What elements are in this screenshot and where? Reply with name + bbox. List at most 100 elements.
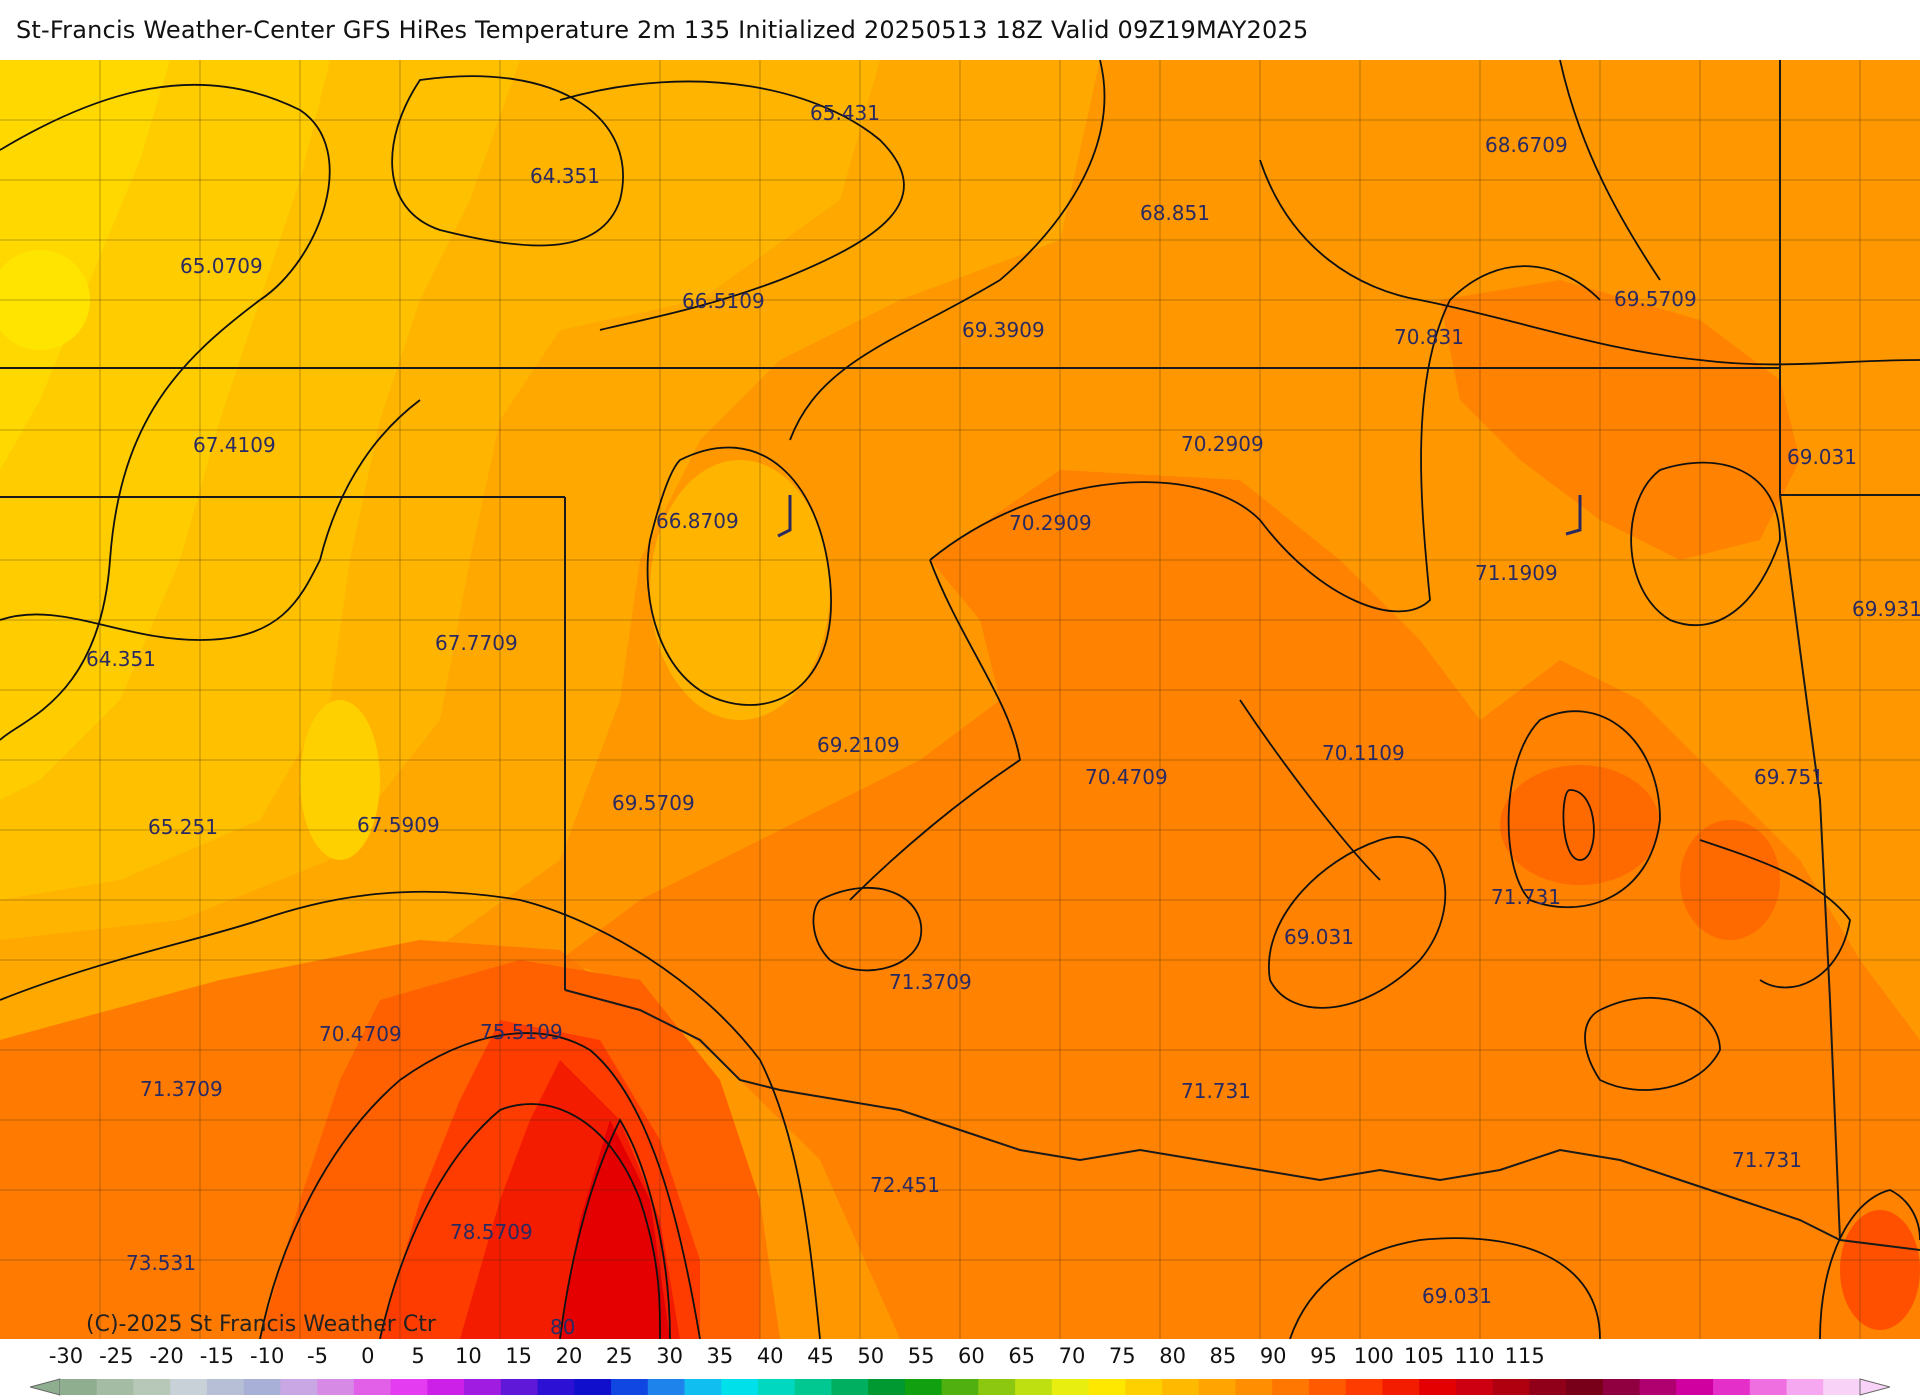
legend-swatch bbox=[684, 1379, 722, 1395]
legend-swatch bbox=[1345, 1379, 1383, 1395]
legend-tick-label: 90 bbox=[1259, 1344, 1287, 1368]
legend-swatch bbox=[978, 1379, 1016, 1395]
legend-swatch bbox=[133, 1379, 171, 1395]
legend-tick-label: 105 bbox=[1404, 1344, 1445, 1368]
legend-swatch bbox=[1823, 1379, 1861, 1395]
value-label: 66.8709 bbox=[656, 509, 739, 533]
legend-swatch bbox=[1015, 1379, 1053, 1395]
legend-swatch bbox=[611, 1379, 649, 1395]
legend-swatch bbox=[243, 1379, 281, 1395]
legend-swatch bbox=[170, 1379, 208, 1395]
value-label: 71.731 bbox=[1491, 885, 1561, 909]
value-label: 75.5109 bbox=[480, 1020, 563, 1044]
legend-swatch bbox=[1713, 1379, 1751, 1395]
legend-swatch bbox=[1088, 1379, 1126, 1395]
legend-swatch bbox=[757, 1379, 796, 1395]
isotherm-contours bbox=[0, 60, 1920, 1339]
county-lines bbox=[0, 60, 1920, 1339]
legend-tick-label: 30 bbox=[656, 1344, 683, 1368]
legend-tick-label: -20 bbox=[149, 1344, 184, 1368]
value-label: 78.5709 bbox=[450, 1220, 533, 1244]
value-label: 69.751 bbox=[1754, 765, 1824, 789]
legend-swatch bbox=[1566, 1379, 1604, 1395]
legend-tick-label: 0 bbox=[361, 1344, 375, 1368]
legend-swatch bbox=[390, 1379, 428, 1395]
legend-swatch bbox=[1272, 1379, 1310, 1395]
legend-tick-label: -25 bbox=[99, 1344, 134, 1368]
legend-tick-label: 25 bbox=[605, 1344, 633, 1368]
legend-tick-label: 115 bbox=[1504, 1344, 1545, 1368]
value-label: 65.0709 bbox=[180, 254, 263, 278]
shade-pocket bbox=[300, 700, 380, 860]
legend-tick-label: 110 bbox=[1454, 1344, 1495, 1368]
value-label: 72.451 bbox=[870, 1173, 940, 1197]
legend-high-arrow bbox=[1859, 1378, 1890, 1396]
value-label: 67.5909 bbox=[357, 813, 440, 837]
legend-swatch bbox=[353, 1379, 392, 1395]
legend-tick-label: 60 bbox=[958, 1344, 985, 1368]
legend-swatch bbox=[868, 1379, 906, 1395]
value-label: 70.2909 bbox=[1181, 432, 1264, 456]
legend-swatch bbox=[1639, 1379, 1677, 1395]
legend-tick-label: 65 bbox=[1008, 1344, 1036, 1368]
value-label: 69.031 bbox=[1787, 445, 1857, 469]
value-label: 66.5109 bbox=[682, 289, 765, 313]
shade-pocket bbox=[1500, 765, 1660, 885]
shade-band-75 bbox=[560, 470, 1920, 1339]
value-label: 71.3709 bbox=[140, 1077, 223, 1101]
value-label: 69.5709 bbox=[1614, 287, 1697, 311]
shade-band-75 bbox=[1440, 280, 1800, 560]
legend-tick-label: 95 bbox=[1310, 1344, 1337, 1368]
value-label: 70.4709 bbox=[1085, 765, 1168, 789]
legend-swatch bbox=[647, 1379, 685, 1395]
legend-swatch bbox=[721, 1379, 759, 1395]
legend-swatch bbox=[1676, 1379, 1714, 1395]
shade-band-95 bbox=[560, 1120, 670, 1339]
value-label: 71.731 bbox=[1181, 1079, 1251, 1103]
temperature-map[interactable]: 65.431 64.351 68.6709 68.851 65.0709 66.… bbox=[0, 60, 1920, 1339]
legend-swatch bbox=[1749, 1379, 1788, 1395]
value-label: 68.851 bbox=[1140, 201, 1210, 225]
legend-tick-label: -15 bbox=[199, 1344, 235, 1368]
legend-swatch bbox=[1786, 1379, 1824, 1395]
legend-swatch bbox=[1235, 1379, 1273, 1395]
value-label: 71.3709 bbox=[889, 970, 972, 994]
value-label: 67.7709 bbox=[435, 631, 518, 655]
legend-swatch bbox=[1419, 1379, 1457, 1395]
shade-pocket bbox=[650, 460, 830, 720]
legend-swatch bbox=[941, 1379, 979, 1395]
legend-swatch bbox=[317, 1379, 355, 1395]
legend-swatch bbox=[574, 1379, 612, 1395]
legend-swatch bbox=[794, 1379, 832, 1395]
value-label: 68.6709 bbox=[1485, 133, 1568, 157]
value-label: 65.431 bbox=[810, 101, 880, 125]
legend-swatch bbox=[1198, 1379, 1237, 1395]
legend-swatch bbox=[500, 1379, 539, 1395]
legend-low-arrow bbox=[30, 1378, 61, 1396]
legend-swatch bbox=[1455, 1379, 1494, 1395]
legend-swatch bbox=[537, 1379, 575, 1395]
value-label: 70.2909 bbox=[1009, 511, 1092, 535]
legend-tick-label: 35 bbox=[706, 1344, 734, 1368]
value-label: 73.531 bbox=[126, 1251, 196, 1275]
color-legend-bar bbox=[30, 1378, 1890, 1396]
shade-band-55 bbox=[0, 250, 90, 350]
legend-tick-label: -10 bbox=[250, 1344, 285, 1368]
value-label: 71.731 bbox=[1732, 1148, 1802, 1172]
legend-tick-label: -5 bbox=[307, 1344, 328, 1368]
legend-tick-label: 15 bbox=[505, 1344, 533, 1368]
shade-pocket bbox=[1840, 1210, 1920, 1330]
legend-tick-label: 40 bbox=[756, 1344, 784, 1368]
legend-swatch bbox=[280, 1379, 318, 1395]
value-label: 67.4109 bbox=[193, 433, 276, 457]
legend-swatch bbox=[1125, 1379, 1163, 1395]
legend-swatch bbox=[1162, 1379, 1200, 1395]
legend-swatch bbox=[1308, 1379, 1347, 1395]
value-label: 64.351 bbox=[86, 647, 156, 671]
legend-tick-label: -30 bbox=[48, 1344, 84, 1368]
legend-tick-label: 20 bbox=[555, 1344, 583, 1368]
legend-tick-label: 10 bbox=[455, 1344, 482, 1368]
value-label: 69.931 bbox=[1852, 597, 1920, 621]
legend-swatch bbox=[427, 1379, 465, 1395]
legend-tick-label: 55 bbox=[907, 1344, 935, 1368]
